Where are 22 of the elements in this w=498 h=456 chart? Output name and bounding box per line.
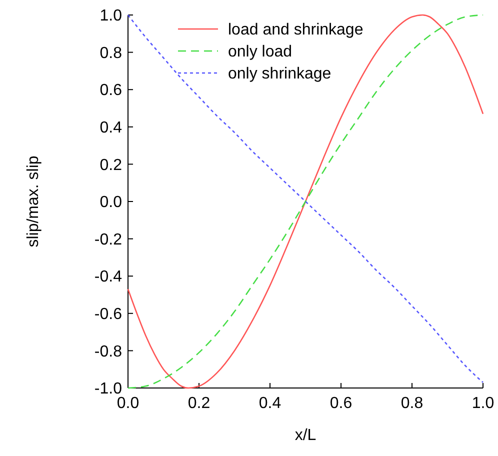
y-tick-label: -0.6 xyxy=(94,306,122,323)
x-tick-label: 0.0 xyxy=(116,395,140,412)
y-tick-label: 0.4 xyxy=(100,120,122,136)
y-tick-label: 0.0 xyxy=(100,194,122,212)
legend-label: only shrinkage xyxy=(228,66,332,83)
x-tick-label: 0.2 xyxy=(188,395,210,412)
legend-label: only load xyxy=(228,44,292,61)
y-tick-label: -1.0 xyxy=(94,380,122,398)
x-tick-label: 0.6 xyxy=(330,395,352,412)
y-tick-label: -0.8 xyxy=(94,343,122,360)
x-tick-label: 0.4 xyxy=(258,395,282,412)
x-tick-label: 0.8 xyxy=(400,395,424,412)
y-tick-label: 0.8 xyxy=(100,44,122,62)
y-axis-title: slip/max. slip xyxy=(25,156,42,248)
x-tick-label: 1.0 xyxy=(472,395,494,412)
y-tick-label: 1.0 xyxy=(100,8,122,25)
y-tick-label: 0.2 xyxy=(100,156,122,174)
y-tick-label: -0.4 xyxy=(94,268,122,286)
y-tick-label: 0.6 xyxy=(100,82,122,100)
legend-label: load and shrinkage xyxy=(228,22,364,39)
x-axis-title: x/L xyxy=(294,427,316,444)
y-tick-label: -0.2 xyxy=(94,231,122,248)
